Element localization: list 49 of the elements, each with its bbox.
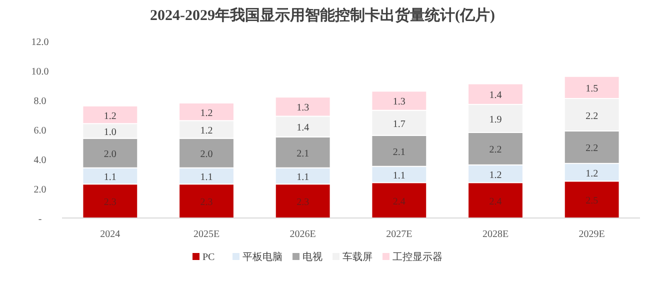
data-label: 1.4 bbox=[296, 122, 310, 134]
data-label: 2.1 bbox=[296, 148, 310, 160]
x-tick-label: 2029E bbox=[578, 229, 605, 240]
data-label: 1.7 bbox=[392, 118, 406, 130]
data-label: 2.3 bbox=[200, 197, 213, 208]
y-tick-label: 2.0 bbox=[34, 184, 46, 196]
data-label: 1.4 bbox=[489, 90, 502, 102]
data-label: 2.2 bbox=[586, 143, 598, 154]
data-label: 1.1 bbox=[200, 172, 213, 183]
chart-title: 2024-2029年我国显示用智能控制卡出货量统计(亿片) bbox=[150, 7, 495, 24]
y-tick-label: 10.0 bbox=[31, 66, 49, 78]
data-label: 1.3 bbox=[392, 96, 406, 108]
y-tick-label: 8.0 bbox=[34, 96, 46, 107]
data-label: 1.1 bbox=[296, 172, 310, 183]
x-tick-label: 2027E bbox=[386, 229, 412, 240]
data-label: 1.2 bbox=[200, 108, 213, 119]
data-label: 2.0 bbox=[200, 149, 213, 160]
legend-label: 电视 bbox=[302, 251, 322, 263]
legend-label: 平板电脑 bbox=[242, 251, 282, 263]
legend-label: 车载屏 bbox=[342, 251, 372, 263]
data-label: 1.1 bbox=[392, 170, 406, 182]
y-tick-label: 12.0 bbox=[31, 37, 49, 48]
data-label: 2.1 bbox=[392, 146, 406, 158]
legend-label: 工控显示器 bbox=[392, 251, 442, 263]
y-tick-label: 4.0 bbox=[34, 155, 46, 166]
data-label: 2.0 bbox=[104, 149, 116, 160]
y-tick-label: - bbox=[38, 214, 42, 225]
data-label: 1.2 bbox=[104, 110, 116, 122]
legend-label: PC bbox=[202, 252, 216, 263]
x-tick-label: 2026E bbox=[290, 229, 316, 240]
data-label: 1.2 bbox=[200, 126, 213, 136]
data-label: 2.2 bbox=[586, 110, 598, 122]
data-label: 1.0 bbox=[104, 126, 116, 138]
data-label: 1.9 bbox=[489, 114, 502, 126]
y-tick-label: 6.0 bbox=[34, 126, 46, 136]
x-tick-label: 2025E bbox=[193, 229, 220, 240]
data-label: 2.3 bbox=[296, 197, 310, 208]
x-tick-label: 2024 bbox=[100, 229, 120, 240]
data-label: 2.5 bbox=[586, 196, 598, 207]
data-label: 2.3 bbox=[104, 197, 116, 208]
data-label: 1.2 bbox=[489, 170, 502, 181]
data-label: 1.5 bbox=[586, 83, 598, 94]
data-label: 2.4 bbox=[489, 196, 502, 208]
data-label: 1.2 bbox=[586, 168, 598, 180]
data-label: 2.2 bbox=[489, 144, 502, 156]
data-label: 1.3 bbox=[296, 102, 310, 114]
x-tick-label: 2028E bbox=[482, 229, 509, 240]
data-label: 2.4 bbox=[392, 196, 406, 208]
data-label: 1.1 bbox=[104, 172, 116, 183]
